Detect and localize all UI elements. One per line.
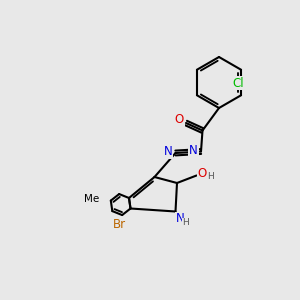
Text: N: N (176, 212, 184, 226)
Text: Me: Me (84, 194, 99, 204)
Text: Br: Br (112, 218, 126, 231)
Text: O: O (175, 113, 184, 127)
Text: N: N (189, 143, 198, 157)
Text: H: H (208, 172, 214, 181)
Text: H: H (183, 218, 189, 227)
Text: N: N (164, 145, 172, 158)
Text: O: O (197, 167, 206, 180)
Text: Cl: Cl (232, 77, 244, 90)
